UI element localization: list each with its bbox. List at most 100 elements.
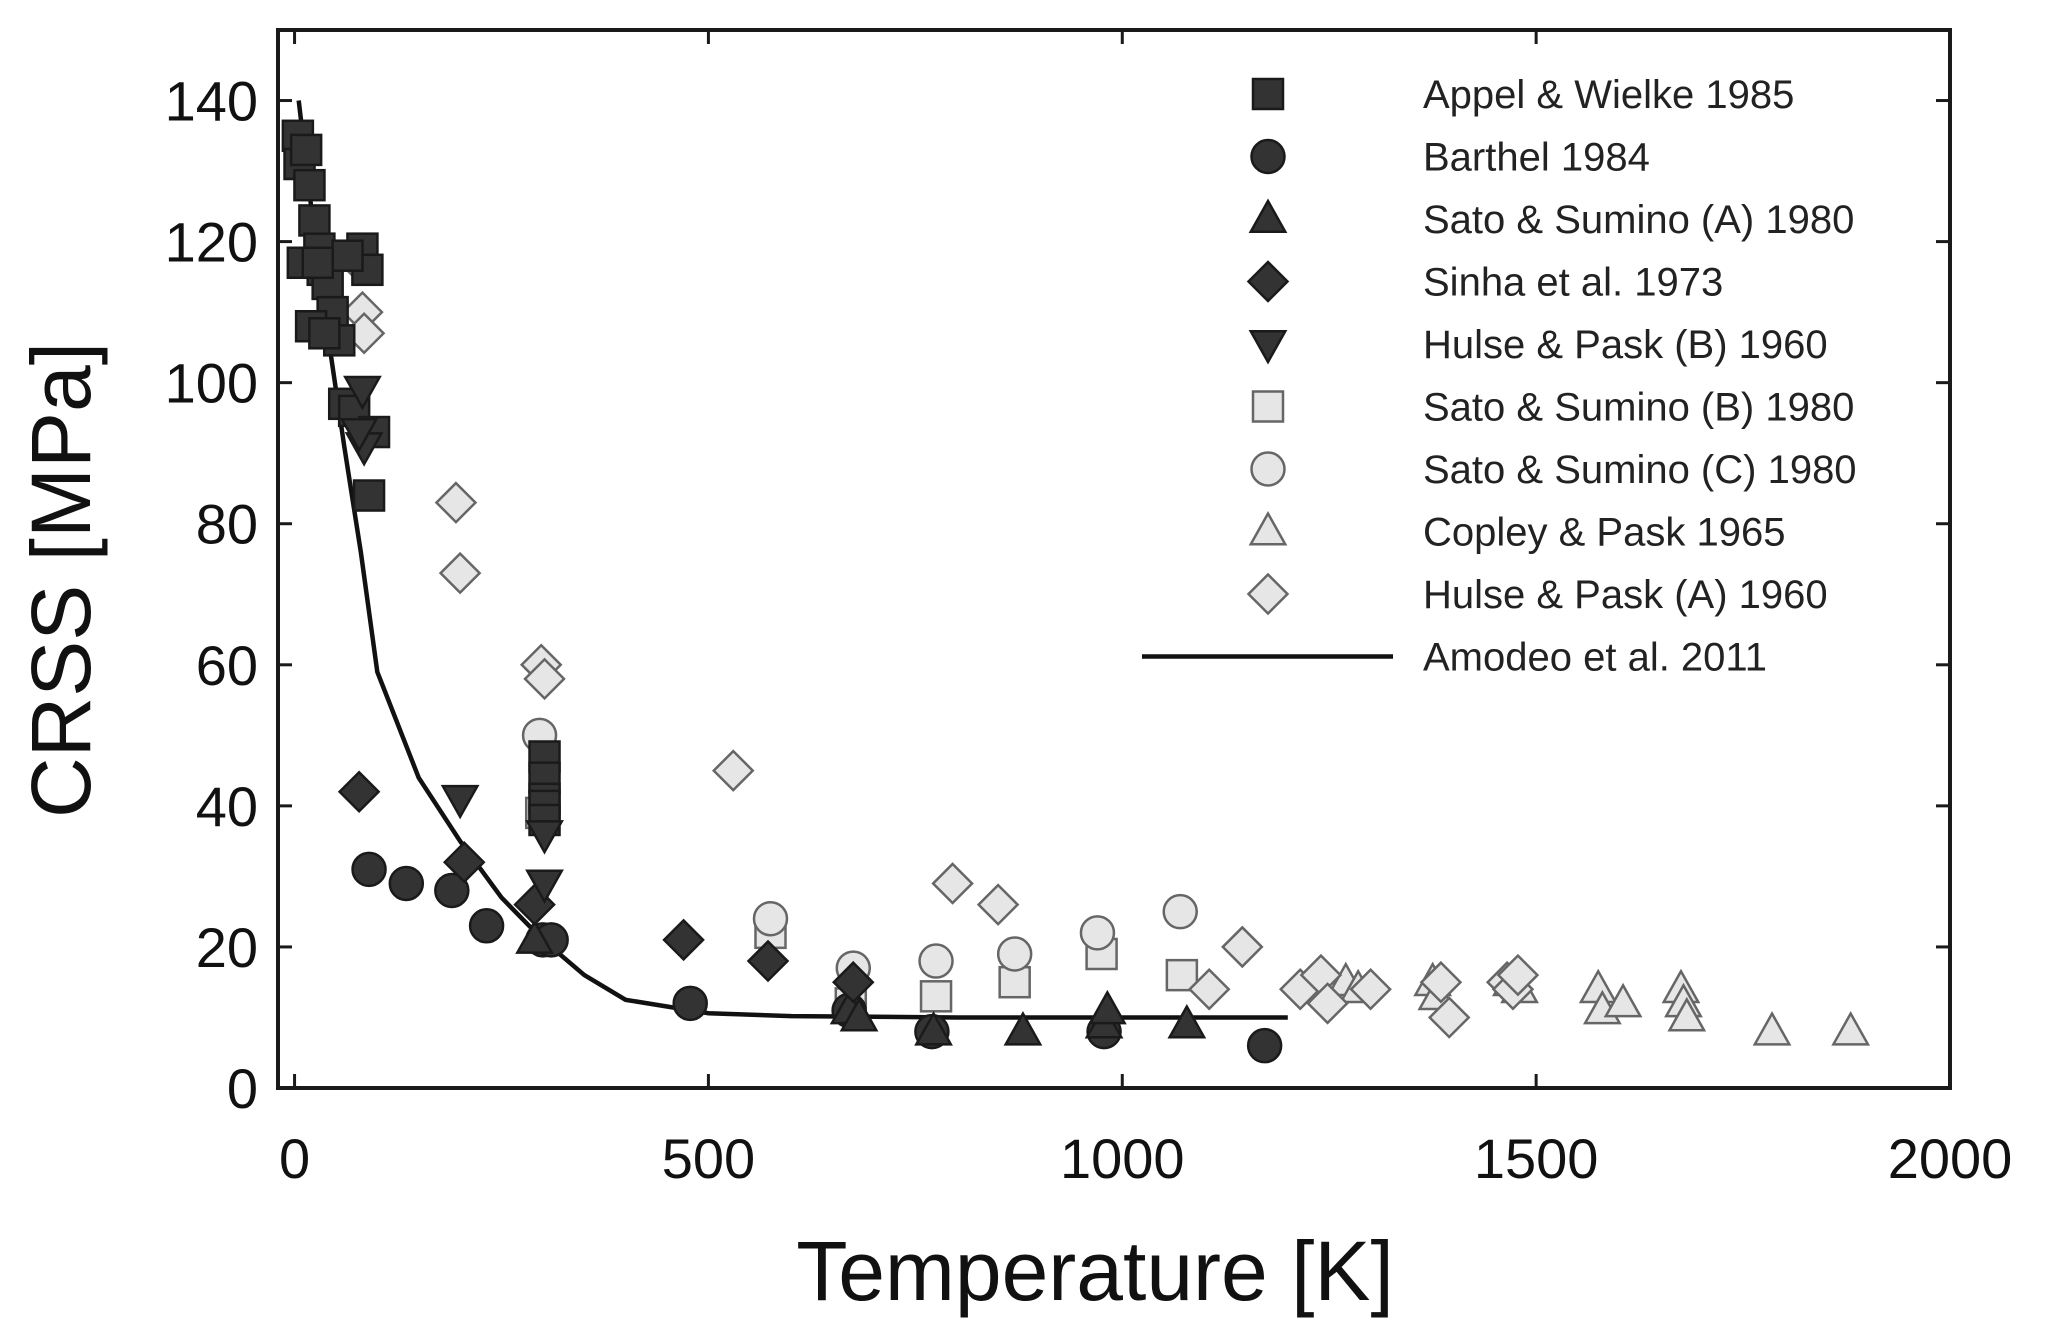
point-hulse-and-pask-b-1960-5: [525, 869, 564, 905]
legend-marker-sato-and-sumino-a-1980: [1248, 198, 1288, 233]
legend-marker-sato-and-sumino-b-1980: [1251, 390, 1285, 423]
x-tick-labels: 0 500 1000 1500 2000: [279, 1127, 2012, 1190]
legend-marker-appel-and-wielke-1985: [1251, 77, 1285, 111]
point-copley-and-pask-1965-13: [1831, 1011, 1871, 1046]
point-hulse-and-pask-a-1960-6: [523, 657, 566, 701]
y-tick-label-140: 140: [165, 70, 258, 133]
y-tick-label-100: 100: [165, 352, 258, 415]
point-barthel-1984-1: [388, 865, 425, 902]
point-sato-and-sumino-c-1980-1: [752, 900, 789, 937]
point-sinha-et-al-1973-0: [337, 770, 381, 814]
point-sato-and-sumino-a-1980-4: [1003, 1011, 1043, 1046]
legend-marker-sinha-et-al-1973: [1246, 260, 1290, 303]
point-appel-and-wielke-1985-20: [301, 246, 334, 280]
point-sato-and-sumino-c-1980-3: [918, 943, 954, 979]
legend-label-hulse-and-pask-b-1960: Hulse & Pask (B) 1960: [1423, 323, 1828, 367]
point-hulse-and-pask-a-1960-10: [1187, 967, 1231, 1011]
y-tick-label-80: 80: [196, 493, 258, 556]
point-sato-and-sumino-b-1980-3: [919, 980, 953, 1013]
point-sato-and-sumino-a-1980-7: [1167, 1003, 1207, 1039]
point-barthel-1984-0: [351, 851, 387, 888]
series-sato-and-sumino-c-1980: [521, 717, 1198, 986]
legend-marker-sato-and-sumino-c-1980: [1250, 451, 1286, 487]
x-tick-label-1000: 1000: [1060, 1127, 1185, 1190]
axis-ticks: [278, 30, 1952, 1090]
point-appel-and-wielke-1985-17: [308, 317, 341, 350]
series-hulse-and-pask-b-1960: [339, 375, 564, 905]
point-hulse-and-pask-a-1960-14: [1306, 982, 1349, 1025]
point-copley-and-pask-1965-12: [1752, 1011, 1792, 1046]
legend-label-hulse-and-pask-a-1960: Hulse & Pask (A) 1960: [1423, 573, 1828, 617]
point-appel-and-wielke-1985-2: [289, 133, 323, 167]
y-tick-label-40: 40: [196, 775, 258, 838]
point-hulse-and-pask-a-1960-11: [1221, 925, 1264, 969]
x-tick-label-2000: 2000: [1888, 1127, 2013, 1190]
y-tick-label-120: 120: [165, 211, 258, 274]
legend-marker-hulse-and-pask-a-1960: [1246, 572, 1290, 616]
point-hulse-and-pask-a-1960-4: [438, 551, 482, 595]
legend-label-sato-and-sumino-b-1980: Sato & Sumino (B) 1980: [1423, 386, 1854, 430]
point-sato-and-sumino-c-1980-4: [996, 936, 1033, 972]
point-hulse-and-pask-a-1960-8: [931, 862, 974, 905]
point-sato-and-sumino-a-1980-6: [1087, 989, 1127, 1025]
point-appel-and-wielke-1985-15: [352, 479, 386, 512]
x-tick-label-500: 500: [662, 1127, 755, 1190]
point-copley-and-pask-1965-8: [1603, 982, 1643, 1018]
point-sato-and-sumino-a-1980-3: [914, 1011, 953, 1046]
series-appel-and-wielke-1985: [281, 119, 561, 837]
legend-label-amodeo-2011: Amodeo et al. 2011: [1423, 636, 1767, 680]
y-tick-label-0: 0: [227, 1057, 258, 1120]
point-hulse-and-pask-b-1960-0: [343, 375, 382, 411]
plot-area: [276, 28, 1952, 1090]
point-sinha-et-al-1973-1: [442, 841, 486, 884]
point-appel-and-wielke-1985-4: [298, 204, 331, 237]
point-hulse-and-pask-a-1960-9: [976, 883, 1020, 926]
legend-label-sinha-et-al-1973: Sinha et al. 1973: [1423, 261, 1723, 305]
point-hulse-and-pask-b-1960-4: [525, 820, 564, 855]
y-tick-label-20: 20: [196, 916, 258, 979]
legend-marker-copley-and-pask-1965: [1248, 510, 1288, 546]
point-hulse-and-pask-a-1960-17: [1427, 996, 1471, 1039]
legend-label-barthel-1984: Barthel 1984: [1423, 136, 1650, 180]
point-sinha-et-al-1973-3: [662, 918, 705, 962]
point-barthel-1984-2: [434, 872, 470, 909]
y-tick-label-60: 60: [196, 634, 258, 697]
point-barthel-1984-6: [672, 985, 708, 1022]
point-hulse-and-pask-a-1960-3: [434, 481, 478, 524]
legend-label-appel-and-wielke-1985: Appel & Wielke 1985: [1423, 73, 1794, 117]
point-sato-and-sumino-c-1980-5: [1079, 915, 1116, 951]
point-appel-and-wielke-1985-3: [293, 168, 326, 202]
legend: Appel & Wielke 1985 Barthel 1984 Sato & Su…: [1142, 73, 1857, 680]
legend-label-copley-and-pask-1965: Copley & Pask 1965: [1423, 511, 1785, 555]
point-barthel-1984-10: [1246, 1027, 1283, 1064]
point-hulse-and-pask-a-1960-15: [1349, 967, 1392, 1011]
point-hulse-and-pask-b-1960-3: [440, 784, 480, 820]
series-sato-and-sumino-a-1980: [515, 919, 1207, 1046]
x-axis-title: Temperature [K]: [796, 1224, 1394, 1318]
point-copley-and-pask-1965-11: [1667, 996, 1707, 1032]
legend-marker-hulse-and-pask-b-1960: [1248, 330, 1288, 365]
point-sato-and-sumino-a-1980-0: [515, 919, 554, 954]
point-sinha-et-al-1973-4: [746, 939, 790, 983]
point-hulse-and-pask-a-1960-20: [1496, 953, 1540, 997]
y-tick-labels: 0 20 40 60 80 100 120 140: [165, 70, 258, 1120]
legend-label-sato-and-sumino-c-1980: Sato & Sumino (C) 1980: [1423, 448, 1857, 492]
point-appel-and-wielke-1985-18: [331, 239, 364, 272]
series-hulse-and-pask-a-1960: [337, 241, 1540, 1039]
point-hulse-and-pask-a-1960-16: [1419, 960, 1463, 1004]
x-tick-label-0: 0: [279, 1127, 310, 1190]
point-sato-and-sumino-c-1980-6: [1162, 893, 1198, 930]
point-hulse-and-pask-a-1960-7: [711, 749, 755, 792]
data-markers: [281, 119, 1871, 1064]
y-axis-title: CRSS [MPa]: [14, 342, 108, 818]
point-barthel-1984-3: [468, 908, 505, 944]
point-sato-and-sumino-b-1980-4: [998, 965, 1031, 999]
legend-label-sato-and-sumino-a-1980: Sato & Sumino (A) 1980: [1423, 198, 1854, 242]
point-hulse-and-pask-b-1960-2: [339, 418, 379, 453]
series-sinha-et-al-1973: [337, 770, 875, 1004]
point-sato-and-sumino-a-1980-2: [839, 996, 879, 1032]
point-sato-and-sumino-b-1980-6: [1165, 958, 1199, 992]
legend-marker-barthel-1984: [1250, 138, 1286, 175]
point-sinha-et-al-1973-5: [831, 960, 875, 1004]
